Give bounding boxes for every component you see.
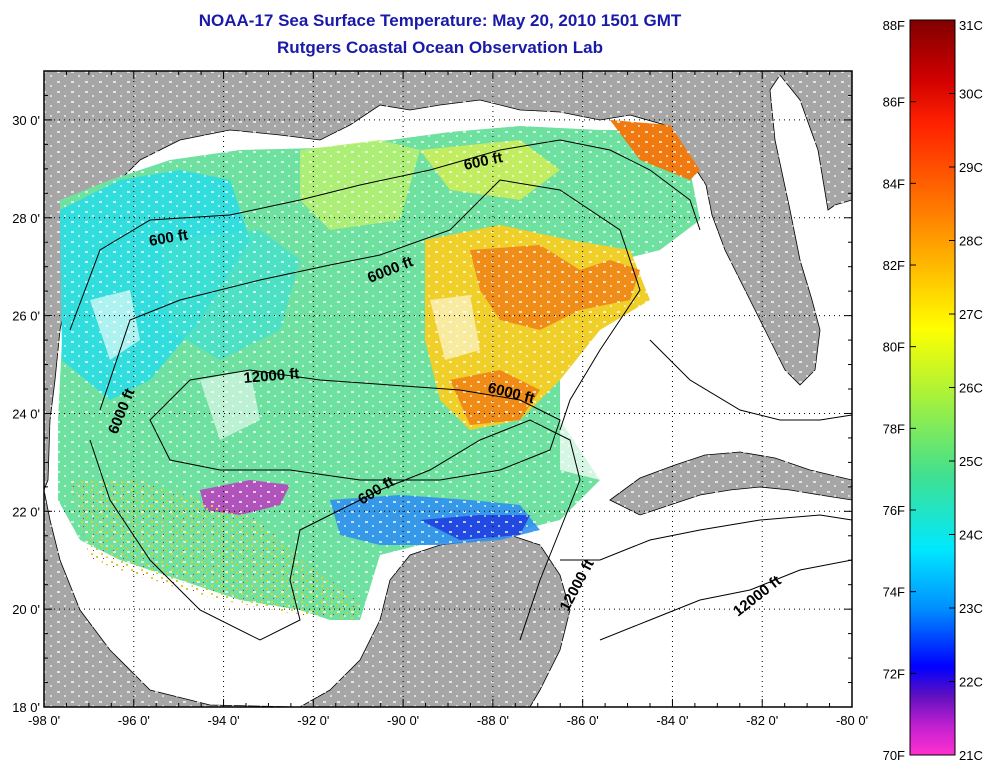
colorbar-label-f: 84F [883, 176, 905, 191]
contour-600ft-north [69, 139, 701, 331]
colorbar-label-f: 74F [883, 585, 905, 600]
x-tick-label: -94 0' [207, 713, 239, 728]
y-tick-label: 24 0' [12, 406, 40, 421]
map-title: NOAA-17 Sea Surface Temperature: May 20,… [198, 11, 682, 30]
y-tick-label: 28 0' [12, 211, 40, 226]
colorbar-label-c: 31C [959, 18, 983, 33]
colorbar-label-c: 24C [959, 528, 983, 543]
colorbar-label-c: 26C [959, 381, 983, 396]
colorbar-label-f: 80F [883, 340, 905, 355]
colorbar-label-c: 21C [959, 748, 983, 763]
x-tick-label: -84 0' [656, 713, 688, 728]
x-tick-label: -86 0' [567, 713, 599, 728]
x-tick-label: -90 0' [387, 713, 419, 728]
map-plot-area: 600 ft 600 ft 6000 ft 6000 ft 12000 ft 6… [44, 71, 852, 707]
x-tick-label: -96 0' [118, 713, 150, 728]
colorbar-label-c: 30C [959, 87, 983, 102]
y-tick-label: 26 0' [12, 309, 40, 324]
longitude-tick-labels: -98 0' -96 0' -94 0' -92 0' -90 0' -88 0' -86 … [28, 713, 868, 728]
contour-600ft-south [89, 419, 581, 641]
contour-label: 12000 ft [243, 365, 300, 387]
colorbar-label-f: 78F [883, 421, 905, 436]
contour-label: 600 ft [148, 226, 190, 250]
colorbar-label-c: 22C [959, 675, 983, 690]
contour-caribbean-south [599, 559, 852, 641]
x-tick-label: -92 0' [297, 713, 329, 728]
colorbar-gradient [909, 19, 956, 756]
colorbar-celsius-labels: 31C 30C 29C 28C 27C 26C 25C 24C 23C 22C 21C [949, 18, 983, 763]
colorbar-label-c: 25C [959, 454, 983, 469]
colorbar-label-f: 82F [883, 258, 905, 273]
colorbar-label-c: 23C [959, 601, 983, 616]
colorbar-label-c: 27C [959, 307, 983, 322]
x-tick-label: -82 0' [746, 713, 778, 728]
y-tick-label: 18 0' [12, 700, 40, 715]
y-tick-label: 22 0' [12, 504, 40, 519]
colorbar-fahrenheit-labels: 88F 86F 84F 82F 80F 78F 76F 74F 72F 70F [883, 18, 916, 763]
colorbar-label-f: 86F [883, 95, 905, 110]
colorbar-label-c: 28C [959, 234, 983, 249]
colorbar-label-f: 88F [883, 18, 905, 33]
x-tick-label: -88 0' [477, 713, 509, 728]
colorbar-label-f: 76F [883, 503, 905, 518]
colorbar-label-f: 72F [883, 666, 905, 681]
bathymetry-contours [69, 139, 852, 641]
x-tick-label: -98 0' [28, 713, 60, 728]
colorbar-label-c: 29C [959, 160, 983, 175]
axis-ticks [43, 70, 853, 708]
temperature-colorbar: 88F 86F 84F 82F 80F 78F 76F 74F 72F 70F 31C 30C 29C… [883, 18, 983, 763]
colorbar-label-f: 70F [883, 748, 905, 763]
contour-12000ft-caribbean [560, 514, 852, 561]
graticule [44, 71, 852, 707]
latitude-tick-labels: 18 0' 20 0' 22 0' 24 0' 26 0' 28 0' 30 0' [12, 113, 40, 715]
sst-data-field [44, 71, 852, 707]
contour-6000ft-north [99, 179, 641, 431]
contour-florida-shelf [649, 339, 852, 421]
y-tick-label: 30 0' [12, 113, 40, 128]
map-subtitle: Rutgers Coastal Ocean Observation Lab [277, 38, 603, 57]
contour-12000ft [149, 369, 561, 481]
x-tick-label: -80 0' [836, 713, 868, 728]
y-tick-label: 20 0' [12, 602, 40, 617]
